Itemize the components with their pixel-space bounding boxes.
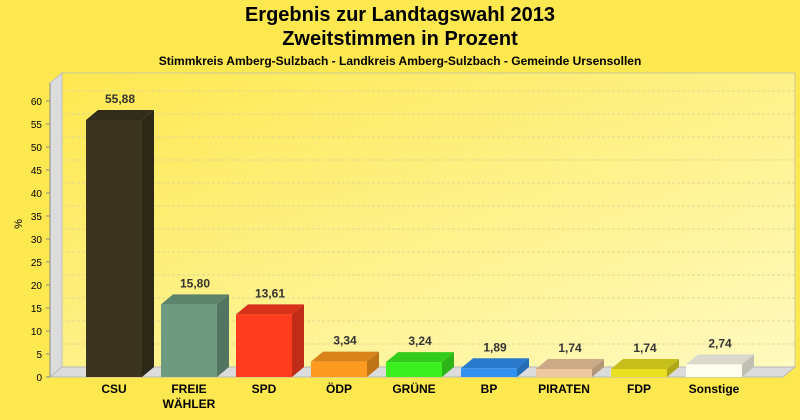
- bar: [86, 119, 142, 378]
- bar: [536, 368, 592, 377]
- y-tick-label: 35: [31, 212, 43, 223]
- category-label: Sonstige: [689, 382, 740, 396]
- bar: [461, 368, 517, 377]
- category-label: SPD: [252, 382, 277, 396]
- value-label: 13,61: [255, 286, 285, 300]
- y-tick-label: 10: [31, 327, 43, 338]
- bar-side: [517, 358, 529, 377]
- y-tick-label: 50: [31, 143, 43, 154]
- y-tick-label: 20: [31, 281, 43, 292]
- bar-side: [367, 351, 379, 377]
- y-tick-label: 55: [31, 120, 43, 131]
- chart-subtitle: Zweitstimmen in Prozent: [282, 28, 518, 50]
- y-axis-label: %: [13, 219, 25, 229]
- category-label: FREIE WÄHLER: [163, 382, 216, 411]
- y-tick-label: 25: [31, 258, 43, 269]
- value-label: 55,88: [105, 92, 135, 106]
- value-label: 1,74: [558, 341, 582, 355]
- y-tick-label: 45: [31, 166, 43, 177]
- y-tick-label: 40: [31, 189, 43, 200]
- bar: [386, 362, 442, 377]
- category-label: GRÜNE: [392, 381, 435, 396]
- bar-top: [461, 358, 529, 369]
- bar-side: [292, 304, 304, 377]
- bar-top: [161, 294, 229, 305]
- value-label: 1,89: [483, 340, 507, 354]
- bar-top: [386, 352, 454, 363]
- value-label: 15,80: [180, 276, 210, 290]
- category-label: CSU: [101, 382, 126, 396]
- y-tick-label: 60: [31, 97, 43, 108]
- value-label: 3,34: [333, 334, 357, 348]
- bar-top: [236, 304, 304, 315]
- chart-title: Ergebnis zur Landtagswahl 2013: [244, 4, 556, 26]
- value-label: 3,24: [408, 334, 432, 348]
- chart-caption: Stimmkreis Amberg-Sulzbach - Landkreis A…: [158, 54, 642, 68]
- bar: [686, 364, 742, 377]
- bar: [611, 368, 667, 377]
- bar: [161, 304, 217, 377]
- bar-side: [142, 109, 154, 378]
- bar-top: [536, 358, 604, 369]
- category-label: BP: [481, 382, 498, 396]
- category-label: FDP: [627, 382, 651, 396]
- bar-side: [667, 358, 679, 377]
- y-tick-label: 30: [31, 235, 43, 246]
- category-label: ÖDP: [326, 381, 352, 396]
- bar-side: [592, 358, 604, 377]
- bar-top: [86, 109, 154, 120]
- bar: [311, 361, 367, 377]
- category-label: PIRATEN: [538, 382, 590, 396]
- bar-top: [686, 354, 754, 365]
- left-wall: [49, 71, 63, 379]
- bar-side: [217, 294, 229, 377]
- value-label: 1,74: [633, 341, 657, 355]
- y-tick-label: 15: [31, 304, 43, 315]
- value-label: 2,74: [708, 336, 732, 350]
- bar-side: [742, 354, 754, 377]
- y-tick-label: 0: [36, 373, 42, 384]
- bar-top: [311, 351, 379, 362]
- bar-top: [611, 358, 679, 369]
- bar: [236, 314, 292, 377]
- y-tick-label: 5: [36, 350, 42, 361]
- bar-side: [442, 352, 454, 377]
